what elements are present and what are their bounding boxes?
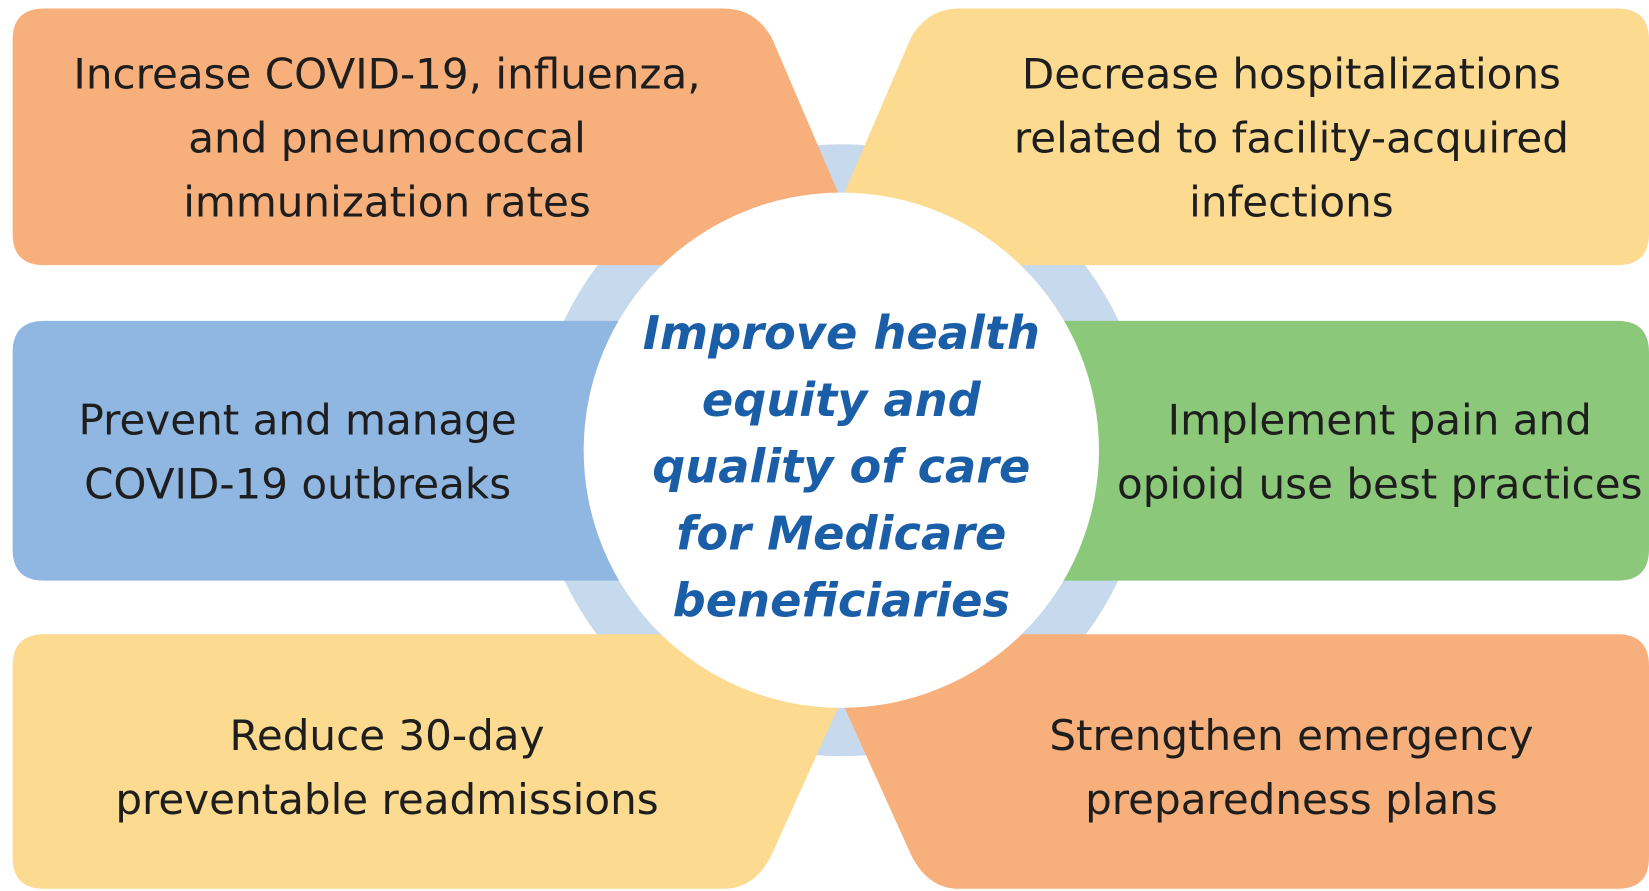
box-shape (12, 320, 674, 581)
box-shape (841, 8, 1649, 266)
box-text: preparedness plans (1085, 775, 1498, 824)
box-text: Implement pain and (1168, 395, 1592, 444)
center-text: for Medicare (676, 506, 1006, 560)
box-text: infections (1189, 178, 1394, 227)
center-text: Improve health (643, 306, 1040, 360)
box-text: preventable readmissions (115, 775, 658, 824)
center-text: quality of care (652, 440, 1030, 494)
box-shape (841, 634, 1649, 889)
center-circle (583, 192, 1099, 708)
box-shape (12, 8, 842, 266)
box-text: and pneumococcal (188, 114, 586, 163)
center-text: equity and (702, 373, 982, 427)
center-text: beneficiaries (673, 573, 1010, 627)
box-text: Decrease hospitalizations (1022, 49, 1561, 98)
box-text: COVID-19 outbreaks (84, 460, 511, 509)
box-text: Prevent and manage (78, 395, 516, 444)
box-shape (1009, 320, 1649, 581)
box-text: Increase COVID-19, influenza, (73, 49, 700, 98)
box-shape (12, 634, 842, 889)
box-text: immunization rates (183, 178, 591, 227)
box-text: opioid use best practices (1117, 460, 1643, 509)
box-text: related to facility-acquired (1014, 114, 1569, 163)
box-text: Reduce 30-day (230, 711, 545, 760)
box-text: Strengthen emergency (1049, 711, 1533, 760)
